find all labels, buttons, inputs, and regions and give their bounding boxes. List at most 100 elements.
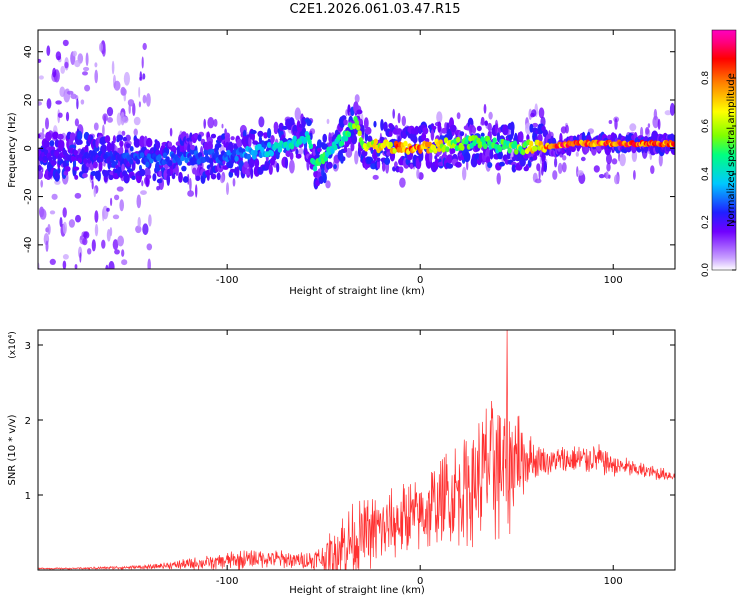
spectrogram-x-tick-label: -100: [216, 275, 239, 286]
heatmap-ridge-cell: [289, 143, 295, 150]
heatmap-speckle: [133, 128, 138, 137]
heatmap-speckle: [528, 108, 533, 121]
heatmap-speckle: [132, 102, 136, 117]
heatmap-halo: [92, 161, 98, 169]
heatmap-halo: [139, 135, 146, 148]
heatmap-ridge-cell: [346, 131, 351, 138]
heatmap-speckle: [401, 115, 406, 127]
heatmap-halo: [446, 163, 454, 169]
heatmap-speckle: [74, 264, 78, 269]
heatmap-ridge-cell: [277, 146, 283, 153]
heatmap-ridge-cell: [433, 147, 438, 154]
heatmap-halo: [215, 143, 222, 148]
heatmap-halo: [281, 125, 288, 130]
colorbar-tick-label: 0.4: [701, 167, 711, 182]
heatmap-halo: [57, 133, 64, 140]
heatmap-halo: [376, 157, 381, 163]
heatmap-halo: [190, 144, 196, 151]
heatmap-speckle: [187, 190, 195, 197]
heatmap-halo: [116, 134, 124, 141]
heatmap-halo: [431, 125, 437, 130]
heatmap-speckle: [82, 237, 88, 246]
heatmap-ridge-cell: [512, 140, 518, 147]
heatmap-halo: [412, 136, 418, 144]
heatmap-speckle: [74, 60, 81, 68]
heatmap-speckle: [575, 151, 579, 157]
heatmap-speckle: [94, 223, 99, 237]
heatmap-halo: [316, 139, 322, 149]
heatmap-speckle: [647, 123, 651, 128]
heatmap-speckle: [64, 61, 69, 69]
heatmap-halo: [295, 153, 302, 159]
heatmap-ridge-cell: [497, 146, 503, 153]
heatmap-speckle: [116, 112, 122, 126]
heatmap-speckle: [38, 75, 44, 80]
heatmap-ridge-cell: [145, 161, 150, 168]
heatmap-halo: [250, 129, 257, 135]
heatmap-ridge-cell: [234, 155, 239, 162]
spectrogram-y-axis-label: Frequency (Hz): [7, 112, 18, 188]
heatmap-speckle: [354, 150, 359, 165]
heatmap-speckle: [156, 186, 161, 191]
heatmap-ridge-cell: [139, 152, 145, 159]
heatmap-halo: [268, 164, 273, 175]
heatmap-speckle: [110, 197, 113, 207]
heatmap-halo: [322, 172, 327, 184]
heatmap-halo: [193, 132, 199, 139]
heatmap-speckle: [55, 51, 62, 61]
heatmap-halo: [38, 133, 41, 139]
heatmap-halo: [428, 151, 433, 163]
heatmap-ridge-cell: [514, 148, 519, 155]
heatmap-halo: [289, 152, 294, 161]
heatmap-halo: [112, 135, 116, 144]
heatmap-halo: [361, 124, 365, 136]
heatmap-speckle: [94, 62, 98, 68]
heatmap-speckle: [99, 42, 103, 52]
heatmap-ridge-cell: [483, 143, 488, 150]
heatmap-halo: [131, 162, 136, 171]
heatmap-speckle: [669, 102, 675, 116]
heatmap-halo: [171, 173, 176, 180]
spectrogram-x-tick-label: 100: [604, 275, 623, 286]
heatmap-ridge-cell: [266, 142, 272, 148]
snr-x-tick-label: -100: [216, 576, 239, 587]
heatmap-ridge-cell: [253, 149, 258, 156]
heatmap-halo: [243, 161, 250, 169]
heatmap-halo: [484, 120, 489, 126]
heatmap-speckle: [562, 155, 567, 161]
heatmap-speckle: [62, 221, 67, 235]
heatmap-halo: [284, 157, 288, 169]
heatmap-speckle: [39, 208, 47, 220]
heatmap-halo: [210, 133, 217, 139]
heatmap-halo: [511, 161, 517, 167]
snr-y-tick-label: 1: [25, 491, 31, 502]
heatmap-speckle: [127, 99, 135, 107]
heatmap-speckle: [232, 178, 236, 187]
heatmap-halo: [122, 136, 128, 142]
snr-plot-area: [38, 330, 675, 570]
heatmap-halo: [96, 170, 101, 182]
snr-x-tick-label: 100: [604, 576, 623, 587]
heatmap-halo: [510, 121, 515, 133]
heatmap-halo: [487, 122, 492, 132]
spectrogram-heatmap: [38, 39, 675, 269]
heatmap-halo: [57, 167, 61, 174]
heatmap-speckle: [139, 71, 142, 81]
heatmap-speckle: [258, 116, 265, 128]
heatmap-halo: [421, 132, 427, 141]
heatmap-halo: [175, 164, 179, 177]
heatmap-speckle: [66, 90, 74, 95]
heatmap-halo: [398, 166, 404, 174]
spectrogram-y-tick-label: -40: [23, 237, 34, 253]
heatmap-ridge-cell: [292, 135, 297, 142]
heatmap-ridge-cell: [162, 152, 168, 159]
heatmap-halo: [224, 134, 231, 145]
heatmap-speckle: [142, 42, 147, 51]
heatmap-ridge-cell: [529, 140, 534, 147]
heatmap-speckle: [135, 225, 142, 234]
heatmap-halo: [236, 138, 243, 148]
heatmap-ridge-cell: [184, 157, 189, 164]
heatmap-halo: [519, 157, 526, 167]
heatmap-speckle: [46, 45, 51, 56]
heatmap-speckle: [207, 117, 215, 129]
